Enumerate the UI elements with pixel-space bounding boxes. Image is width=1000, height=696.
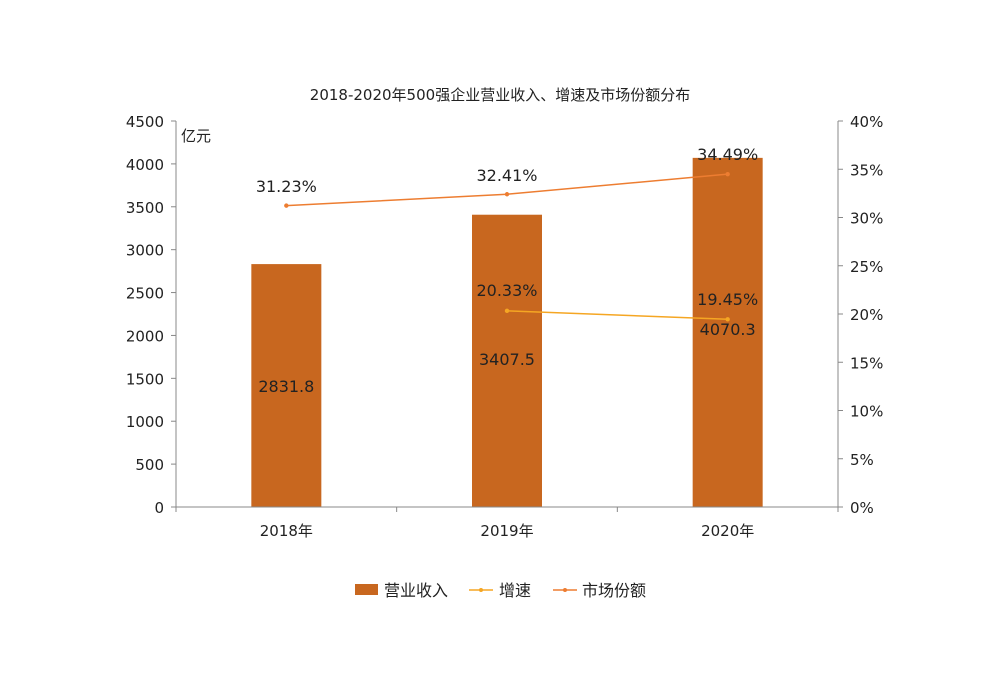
series-2-data-label-2: 34.49% — [697, 145, 758, 164]
x-tick-label-0: 2018年 — [260, 522, 313, 540]
series-2-data-label-1: 32.41% — [476, 166, 537, 185]
y2-tick-label-1: 5% — [850, 451, 874, 469]
y-tick-label-9: 4500 — [126, 113, 164, 131]
bar-0 — [251, 264, 322, 507]
series-2-point-0 — [284, 203, 289, 208]
y-tick-label-7: 3500 — [126, 199, 164, 217]
legend-label-1: 增速 — [499, 581, 531, 600]
legend-swatch-0 — [355, 584, 378, 595]
y-tick-label-3: 1500 — [126, 370, 164, 388]
y2-tick-label-4: 20% — [850, 306, 883, 324]
chart-title: 2018-2020年500强企业营业收入、增速及市场份额分布 — [310, 86, 690, 104]
series-2-data-label-0: 31.23% — [256, 177, 317, 196]
y2-tick-label-7: 35% — [850, 161, 883, 179]
series-0-data-label-0: 2831.8 — [258, 377, 314, 396]
legend-marker-2 — [563, 588, 567, 592]
y2-tick-label-2: 10% — [850, 403, 883, 421]
series-2-point-2 — [725, 171, 730, 177]
series-0-data-label-2: 4070.3 — [700, 320, 756, 339]
series-1-data-label-1: 20.33% — [476, 281, 537, 300]
y2-tick-label-5: 25% — [850, 258, 883, 276]
y-tick-label-2: 1000 — [126, 413, 164, 431]
x-tick-label-1: 2019年 — [480, 522, 533, 540]
y-axis-label: 亿元 — [181, 127, 211, 145]
y-tick-label-4: 2000 — [126, 327, 164, 345]
y-tick-label-6: 3000 — [126, 242, 164, 260]
series-1-point-2 — [725, 317, 730, 322]
y2-tick-label-8: 40% — [850, 113, 883, 131]
series-1-data-label-2: 19.45% — [697, 290, 758, 309]
bar-2 — [692, 157, 763, 507]
legend-marker-1 — [479, 588, 483, 592]
x-tick-label-2: 2020年 — [701, 522, 754, 540]
series-2-point-1 — [504, 192, 510, 197]
series-1-point-1 — [504, 308, 510, 314]
series-0-data-label-1: 3407.5 — [479, 350, 535, 369]
bar-1 — [472, 214, 542, 507]
y-tick-label-1: 500 — [135, 456, 164, 474]
legend-label-0: 营业收入 — [384, 581, 448, 600]
y-tick-label-5: 2500 — [126, 285, 164, 303]
y-tick-label-8: 4000 — [126, 156, 164, 174]
y2-tick-label-0: 0% — [850, 499, 874, 517]
series-line-1 — [506, 310, 728, 321]
y2-tick-label-6: 30% — [850, 210, 883, 228]
y-tick-label-0: 0 — [154, 499, 164, 517]
legend-label-2: 市场份额 — [582, 581, 646, 600]
y2-tick-label-3: 15% — [850, 354, 883, 372]
